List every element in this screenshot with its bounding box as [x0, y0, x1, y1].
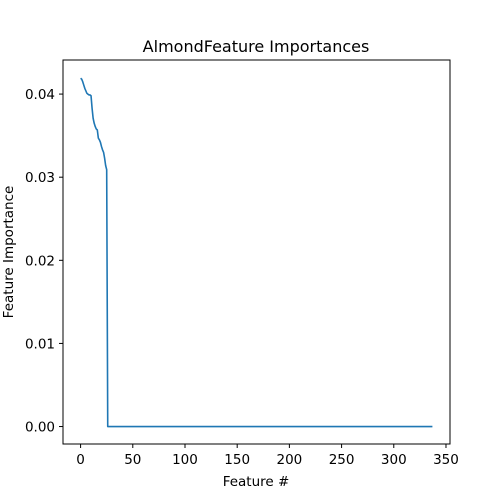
- y-axis: 0.00 0.01 0.02 0.03 0.04: [25, 87, 63, 436]
- chart-title: AlmondFeature Importances: [143, 37, 370, 56]
- x-axis: 0 50 100 150 200 250 300 350: [76, 444, 459, 468]
- x-tick-label: 100: [172, 452, 198, 468]
- axes-frame: [62, 59, 451, 445]
- x-tick-label: 200: [276, 452, 302, 468]
- series-line-0: [80, 77, 433, 428]
- x-tick-label: 50: [124, 452, 141, 468]
- x-axis-title: Feature #: [223, 474, 290, 490]
- series-layer: [80, 77, 433, 428]
- y-tick-label: 0.03: [25, 170, 55, 186]
- x-tick-label: 150: [224, 452, 250, 468]
- x-tick-label: 350: [433, 452, 459, 468]
- y-tick-label: 0.00: [25, 420, 55, 436]
- y-tick-label: 0.01: [25, 336, 55, 352]
- y-tick-label: 0.04: [25, 87, 55, 103]
- plot-area: [63, 60, 450, 444]
- x-tick-label: 300: [381, 452, 407, 468]
- y-axis-title: Feature Importance: [1, 186, 17, 319]
- x-tick-label: 250: [329, 452, 355, 468]
- x-tick-label: 0: [76, 452, 85, 468]
- y-tick-label: 0.02: [25, 253, 55, 269]
